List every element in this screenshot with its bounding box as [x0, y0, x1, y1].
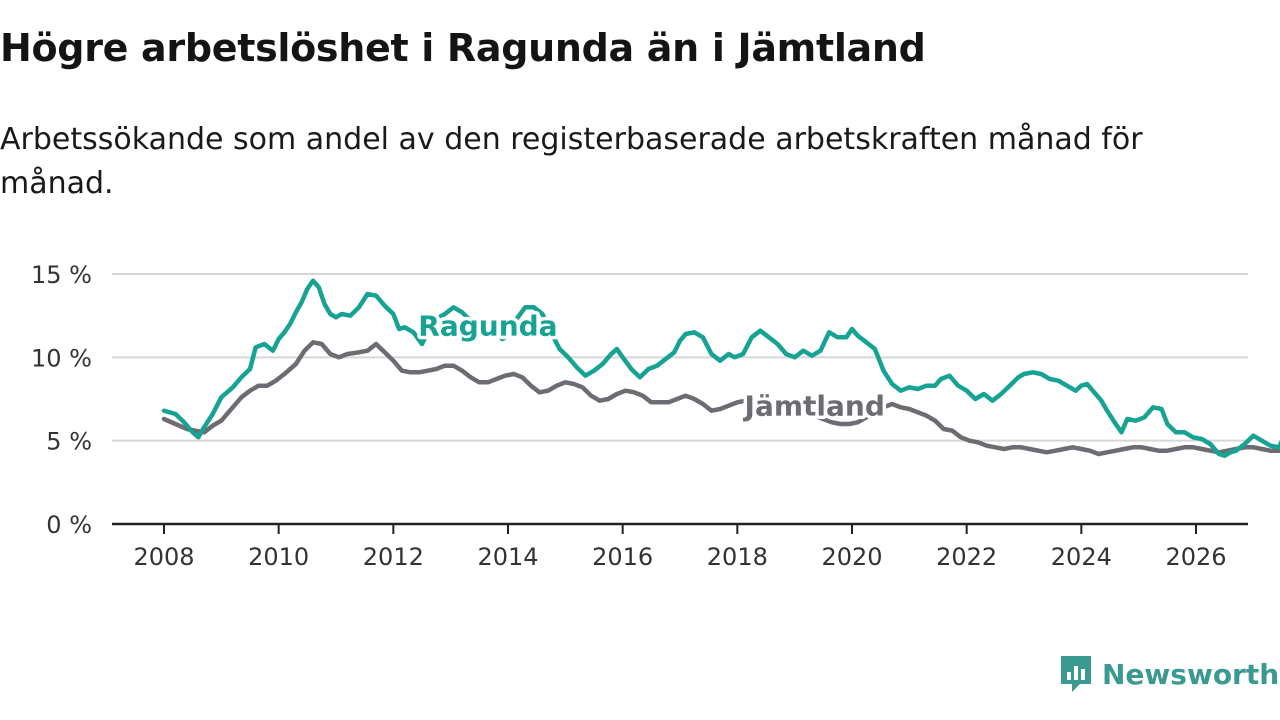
- x-tick-label: 2012: [363, 543, 424, 571]
- series-line-jmtland: [161, 340, 1280, 457]
- x-tick-label: 2022: [936, 543, 997, 571]
- y-tick-label: 15 %: [31, 261, 92, 289]
- x-tick-label: 2024: [1051, 543, 1112, 571]
- newsworthy-logo[interactable]: Newsworthy: [1058, 652, 1280, 696]
- x-tick-label: 2016: [592, 543, 653, 571]
- y-tick-label: 5 %: [46, 428, 92, 456]
- x-tick-label: 2020: [821, 543, 882, 571]
- series-label-ragunda: Ragunda: [418, 310, 557, 343]
- axis-layer: 0 % 5 % 10 % 15 % 2008 2010 2012 2014 2016 2018 20…: [31, 261, 1248, 571]
- grid-layer: [112, 273, 1248, 442]
- x-tick-label: 2010: [248, 543, 309, 571]
- brand-name: Newsworthy: [1102, 657, 1280, 691]
- chart-subtitle: Arbetssökande som andel av den registerb…: [0, 122, 1143, 201]
- series-layer: [161, 278, 1280, 458]
- series-line-ragunda: [161, 278, 1280, 458]
- newsworthy-logo-icon: [1061, 656, 1091, 692]
- y-tick-label: 0 %: [46, 511, 92, 539]
- chart-title: Högre arbetslöshet i Ragunda än i Jämtla…: [0, 26, 926, 70]
- x-tick-label: 2014: [477, 543, 538, 571]
- label-layer: RagundaJämtland5,6 %4,6 %: [415, 306, 889, 426]
- y-tick-label: 10 %: [31, 344, 92, 372]
- x-tick-label: 2026: [1165, 543, 1226, 571]
- x-tick-label: 2018: [707, 543, 768, 571]
- x-tick-label: 2008: [133, 543, 194, 571]
- series-label-jmtland: Jämtland: [743, 390, 885, 423]
